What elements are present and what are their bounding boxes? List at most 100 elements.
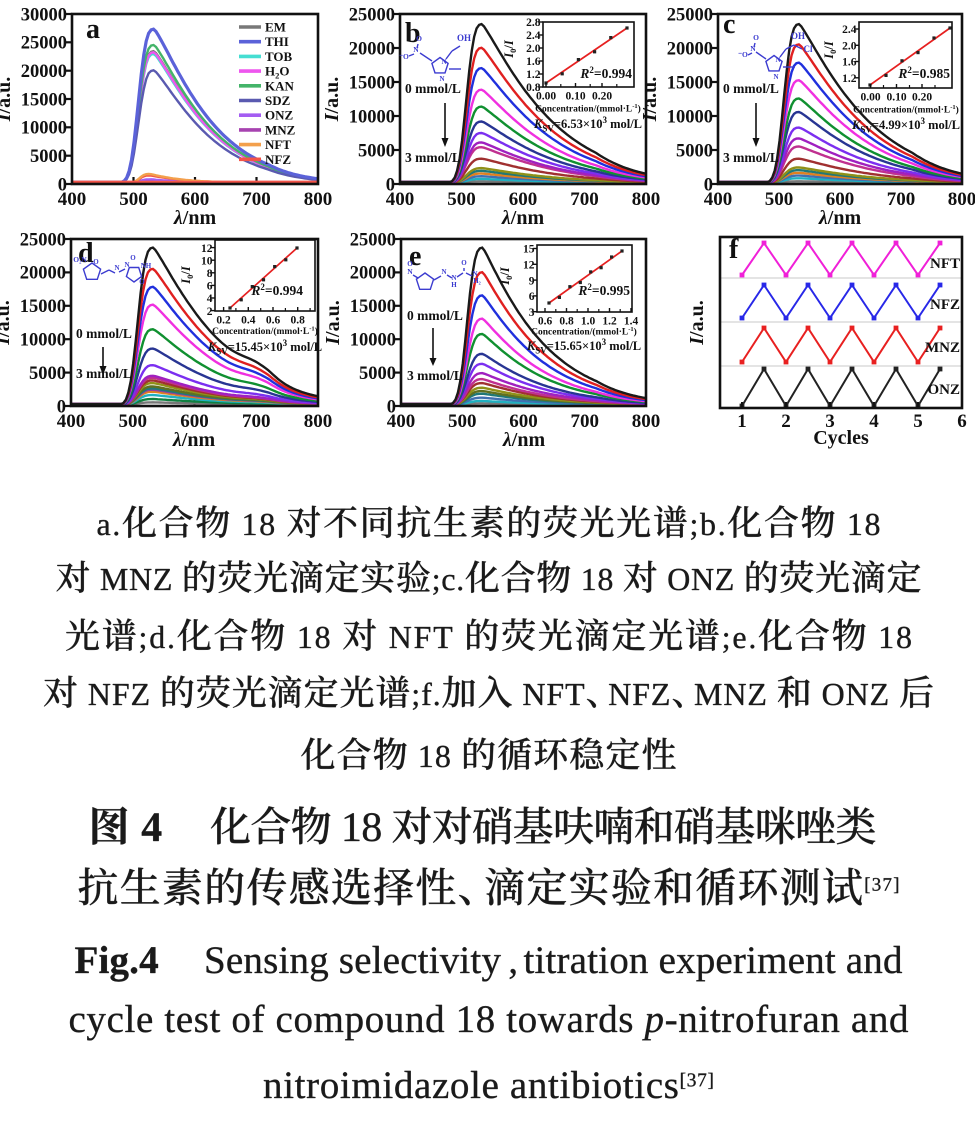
svg-text:O: O	[93, 258, 99, 266]
svg-text:λ/nm: λ/nm	[172, 429, 216, 451]
svg-text:N: N	[451, 274, 456, 282]
svg-text:N: N	[773, 73, 778, 81]
svg-text:OH: OH	[791, 31, 805, 41]
svg-text:0 mmol/L: 0 mmol/L	[76, 326, 132, 341]
svg-text:O: O	[753, 33, 759, 42]
svg-text:ONZ: ONZ	[927, 382, 960, 398]
svg-text:9: 9	[529, 275, 535, 287]
svg-text:2: 2	[781, 411, 791, 432]
svg-text:0.8: 0.8	[291, 315, 306, 327]
svg-text:O: O	[461, 259, 467, 267]
svg-text:600: 600	[509, 411, 538, 432]
svg-text:ONZ: ONZ	[265, 108, 294, 123]
svg-text:5000: 5000	[359, 364, 396, 384]
svg-text:2.0: 2.0	[842, 41, 857, 53]
svg-text:H: H	[451, 281, 457, 289]
svg-text:Concentration/(mmol·L-1): Concentration/(mmol·L-1)	[535, 103, 641, 115]
svg-text:10000: 10000	[349, 107, 395, 127]
svg-text:600: 600	[826, 189, 855, 210]
svg-text:0.8: 0.8	[526, 82, 541, 94]
svg-text:15000: 15000	[349, 73, 395, 93]
svg-text:NFZ: NFZ	[265, 152, 291, 167]
svg-text:0.8: 0.8	[559, 316, 574, 328]
svg-text:12: 12	[201, 243, 213, 255]
svg-text:N: N	[407, 267, 413, 276]
svg-text:700: 700	[242, 189, 271, 210]
svg-text:800: 800	[948, 189, 975, 210]
svg-text:3: 3	[825, 411, 835, 432]
svg-text:1.0: 1.0	[581, 316, 596, 328]
svg-text:4: 4	[869, 411, 879, 432]
svg-text:3 mmol/L: 3 mmol/L	[723, 150, 779, 165]
svg-text:I/a.u.: I/a.u.	[686, 300, 708, 345]
svg-text:H₂: H₂	[473, 277, 481, 285]
svg-text:700: 700	[887, 189, 916, 210]
svg-text:Cycles: Cycles	[813, 427, 869, 449]
svg-text:800: 800	[632, 411, 661, 432]
svg-text:5000: 5000	[30, 147, 67, 167]
svg-text:2.4: 2.4	[526, 30, 541, 42]
svg-text:25000: 25000	[350, 230, 396, 250]
svg-text:5000: 5000	[358, 141, 395, 161]
svg-text:700: 700	[242, 411, 271, 432]
svg-text:6: 6	[207, 281, 213, 293]
svg-text:30000: 30000	[21, 5, 67, 25]
svg-text:R2=0.994: R2=0.994	[579, 65, 632, 81]
svg-text:2.4: 2.4	[842, 24, 857, 36]
svg-text:R2=0.994: R2=0.994	[250, 282, 303, 298]
svg-text:15000: 15000	[667, 73, 713, 93]
svg-text:0 mmol/L: 0 mmol/L	[407, 308, 463, 323]
svg-text:1.2: 1.2	[602, 316, 617, 328]
svg-text:I/a.u.: I/a.u.	[0, 300, 14, 345]
svg-text:0.20: 0.20	[592, 91, 612, 103]
svg-text:400: 400	[704, 189, 733, 210]
svg-text:6: 6	[957, 411, 967, 432]
svg-text:10000: 10000	[20, 331, 66, 351]
svg-text:5: 5	[913, 411, 923, 432]
svg-text:I/a.u.: I/a.u.	[0, 77, 15, 122]
svg-text:Cl: Cl	[804, 44, 813, 54]
svg-text:MNZ: MNZ	[925, 340, 960, 356]
svg-text:1.2: 1.2	[526, 69, 541, 81]
svg-text:400: 400	[58, 189, 87, 210]
svg-text:0 mmol/L: 0 mmol/L	[723, 81, 779, 96]
svg-text:500: 500	[448, 411, 477, 432]
svg-text:R2=0.985: R2=0.985	[897, 65, 950, 81]
svg-text:THI: THI	[265, 34, 289, 49]
svg-text:0: 0	[57, 397, 66, 417]
svg-text:0.00: 0.00	[860, 92, 880, 104]
svg-text:O: O	[416, 34, 422, 43]
svg-text:H2O: H2O	[265, 64, 290, 81]
svg-text:O₂N: O₂N	[73, 255, 87, 264]
svg-text:800: 800	[632, 189, 661, 210]
svg-text:2.8: 2.8	[526, 17, 541, 29]
svg-text:20000: 20000	[20, 264, 66, 284]
svg-text:λ/nm: λ/nm	[502, 429, 546, 451]
svg-text:5000: 5000	[29, 364, 66, 384]
svg-text:c: c	[723, 9, 735, 40]
svg-text:20000: 20000	[21, 62, 67, 82]
svg-text:SDZ: SDZ	[265, 93, 291, 108]
svg-text:15: 15	[523, 244, 535, 256]
svg-text:O: O	[139, 278, 145, 286]
svg-text:N: N	[472, 270, 477, 278]
svg-text:OH: OH	[457, 33, 471, 43]
svg-text:4: 4	[207, 293, 213, 305]
svg-text:400: 400	[57, 411, 86, 432]
svg-text:12: 12	[523, 260, 535, 272]
svg-text:b: b	[405, 18, 421, 49]
svg-text:0.6: 0.6	[538, 316, 553, 328]
svg-text:600: 600	[509, 189, 538, 210]
svg-text:I0/I: I0/I	[822, 40, 838, 60]
svg-text:λ/nm: λ/nm	[501, 207, 545, 229]
svg-text:⁻O: ⁻O	[399, 52, 409, 61]
svg-text:25000: 25000	[667, 5, 713, 25]
svg-text:10: 10	[201, 255, 213, 267]
svg-text:10000: 10000	[667, 107, 713, 127]
svg-text:I0/I: I0/I	[179, 265, 195, 285]
svg-text:15000: 15000	[20, 297, 66, 317]
svg-text:N: N	[124, 261, 129, 269]
svg-text:0.6: 0.6	[266, 315, 281, 327]
svg-text:500: 500	[447, 189, 476, 210]
svg-text:25000: 25000	[21, 34, 67, 54]
